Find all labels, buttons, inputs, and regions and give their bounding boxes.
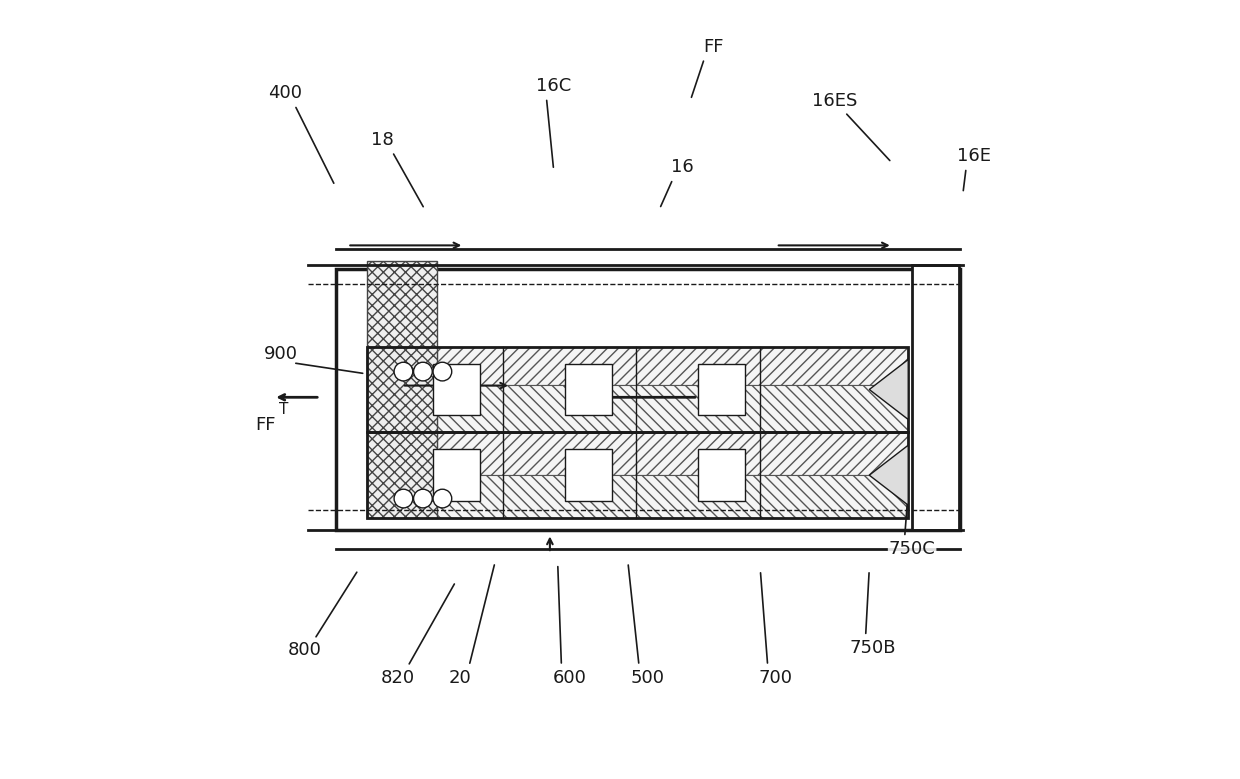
Text: T: T [279, 402, 288, 418]
Bar [565, 364, 613, 415]
Bar [436, 475, 908, 518]
Text: 16ES: 16ES [811, 92, 857, 111]
Bar [433, 364, 480, 415]
Text: 700: 700 [759, 668, 792, 687]
Circle shape [433, 489, 451, 508]
Text: 16E: 16E [957, 146, 992, 165]
Bar [436, 347, 908, 385]
Text: 16C: 16C [536, 76, 572, 95]
Text: 750B: 750B [849, 639, 897, 657]
Circle shape [433, 362, 451, 381]
Text: FF: FF [255, 415, 275, 434]
Bar [698, 449, 745, 501]
Bar [367, 432, 436, 518]
Text: FF: FF [703, 37, 724, 56]
Text: 900: 900 [264, 345, 298, 364]
Polygon shape [869, 446, 908, 505]
Circle shape [414, 362, 433, 381]
Bar [698, 364, 745, 415]
Bar [436, 432, 908, 475]
Polygon shape [869, 359, 908, 419]
Circle shape [394, 489, 413, 508]
Bar [336, 269, 961, 530]
Bar [433, 449, 480, 501]
Text: 820: 820 [381, 668, 415, 687]
Bar [367, 432, 908, 518]
Text: 800: 800 [288, 641, 321, 660]
Text: 18: 18 [371, 131, 394, 150]
Text: 400: 400 [268, 84, 303, 103]
Bar [367, 347, 908, 432]
Bar [367, 261, 436, 347]
Bar [367, 347, 436, 432]
Circle shape [394, 362, 413, 381]
Text: 750C: 750C [889, 540, 935, 559]
Text: 600: 600 [553, 668, 587, 687]
Circle shape [414, 489, 433, 508]
Text: 500: 500 [630, 668, 665, 687]
Bar [913, 265, 959, 530]
Bar [565, 449, 613, 501]
Text: 16: 16 [671, 158, 693, 177]
Text: 20: 20 [449, 668, 471, 687]
Bar [436, 385, 908, 432]
